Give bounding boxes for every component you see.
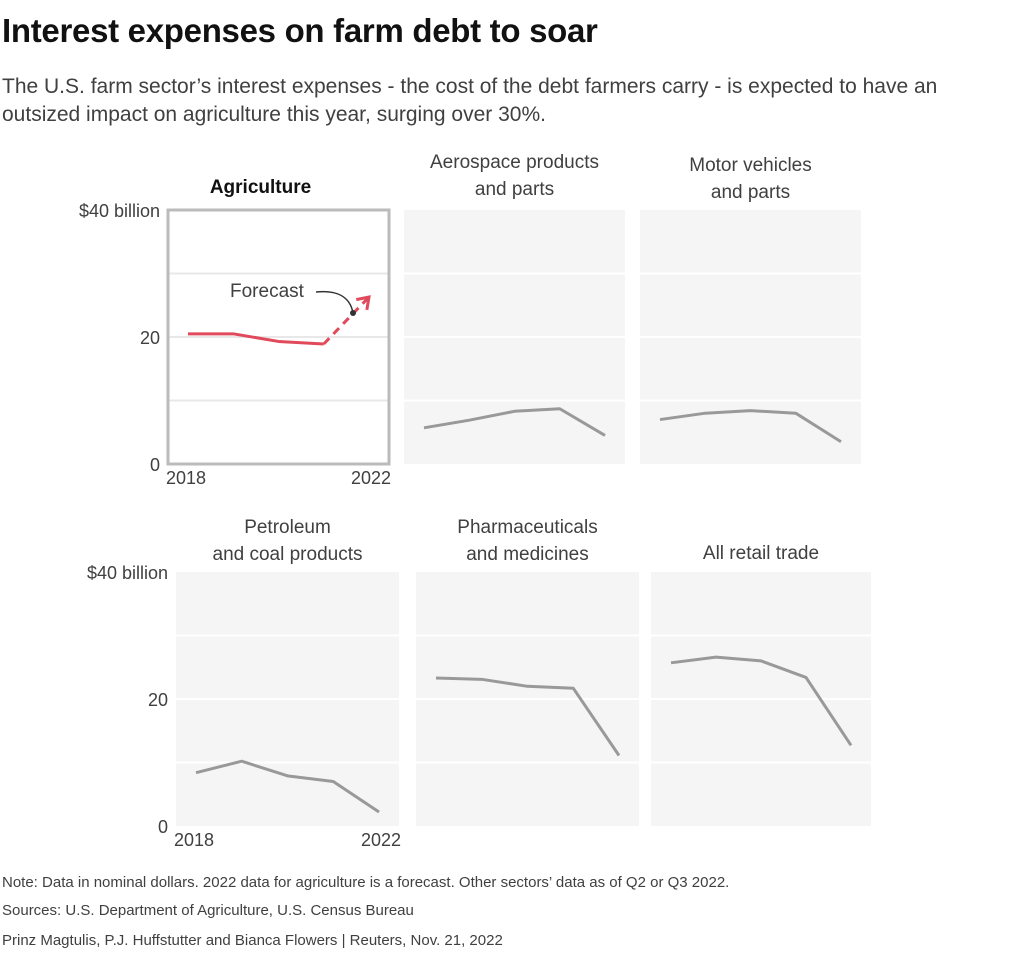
x-tick-label: 2022 [351, 468, 391, 488]
panel-title: and parts [711, 182, 790, 203]
series-line [423, 407, 606, 437]
series-line [188, 332, 324, 346]
forecast-arrowhead [355, 295, 371, 311]
footer-sources: Sources: U.S. Department of Agriculture,… [2, 902, 414, 919]
y-tick-label: $40 billion [79, 201, 160, 221]
panel-title: Petroleum [244, 517, 331, 538]
y-tick-label: 20 [140, 328, 160, 348]
panel-title: Pharmaceuticals [457, 517, 597, 538]
footer-credit: Prinz Magtulis, P.J. Huffstutter and Bia… [2, 932, 503, 949]
chart-title: Interest expenses on farm debt to soar [2, 12, 598, 49]
forecast-line [322, 295, 371, 346]
panel-title: Motor vehicles [689, 155, 812, 176]
chart-subtitle: The U.S. farm sector’s interest expenses… [2, 75, 938, 126]
x-tick-label: 2018 [174, 830, 214, 850]
annotation-leader [315, 290, 354, 314]
panel-title: All retail trade [703, 543, 819, 564]
x-tick-label: 2018 [166, 468, 206, 488]
panel-frame [166, 208, 391, 466]
panel-title: and coal products [213, 544, 363, 565]
panel-title: Aerospace products [430, 152, 599, 173]
y-tick-label: 0 [150, 455, 160, 475]
x-tick-label: 2022 [361, 830, 401, 850]
series-line [195, 759, 380, 814]
forecast-annotation: Forecast [230, 281, 305, 302]
y-tick-label: 0 [158, 817, 168, 837]
series-line [659, 409, 842, 444]
y-tick-label: 20 [148, 690, 168, 710]
series-line [435, 676, 621, 757]
panel-title: Agriculture [210, 177, 311, 198]
panel-title: and parts [475, 179, 554, 200]
footer-note: Note: Data in nominal dollars. 2022 data… [2, 874, 730, 891]
y-tick-label: $40 billion [87, 563, 168, 583]
series-line [670, 655, 853, 747]
panel-title: and medicines [466, 544, 589, 565]
annotation-dot [350, 310, 356, 316]
